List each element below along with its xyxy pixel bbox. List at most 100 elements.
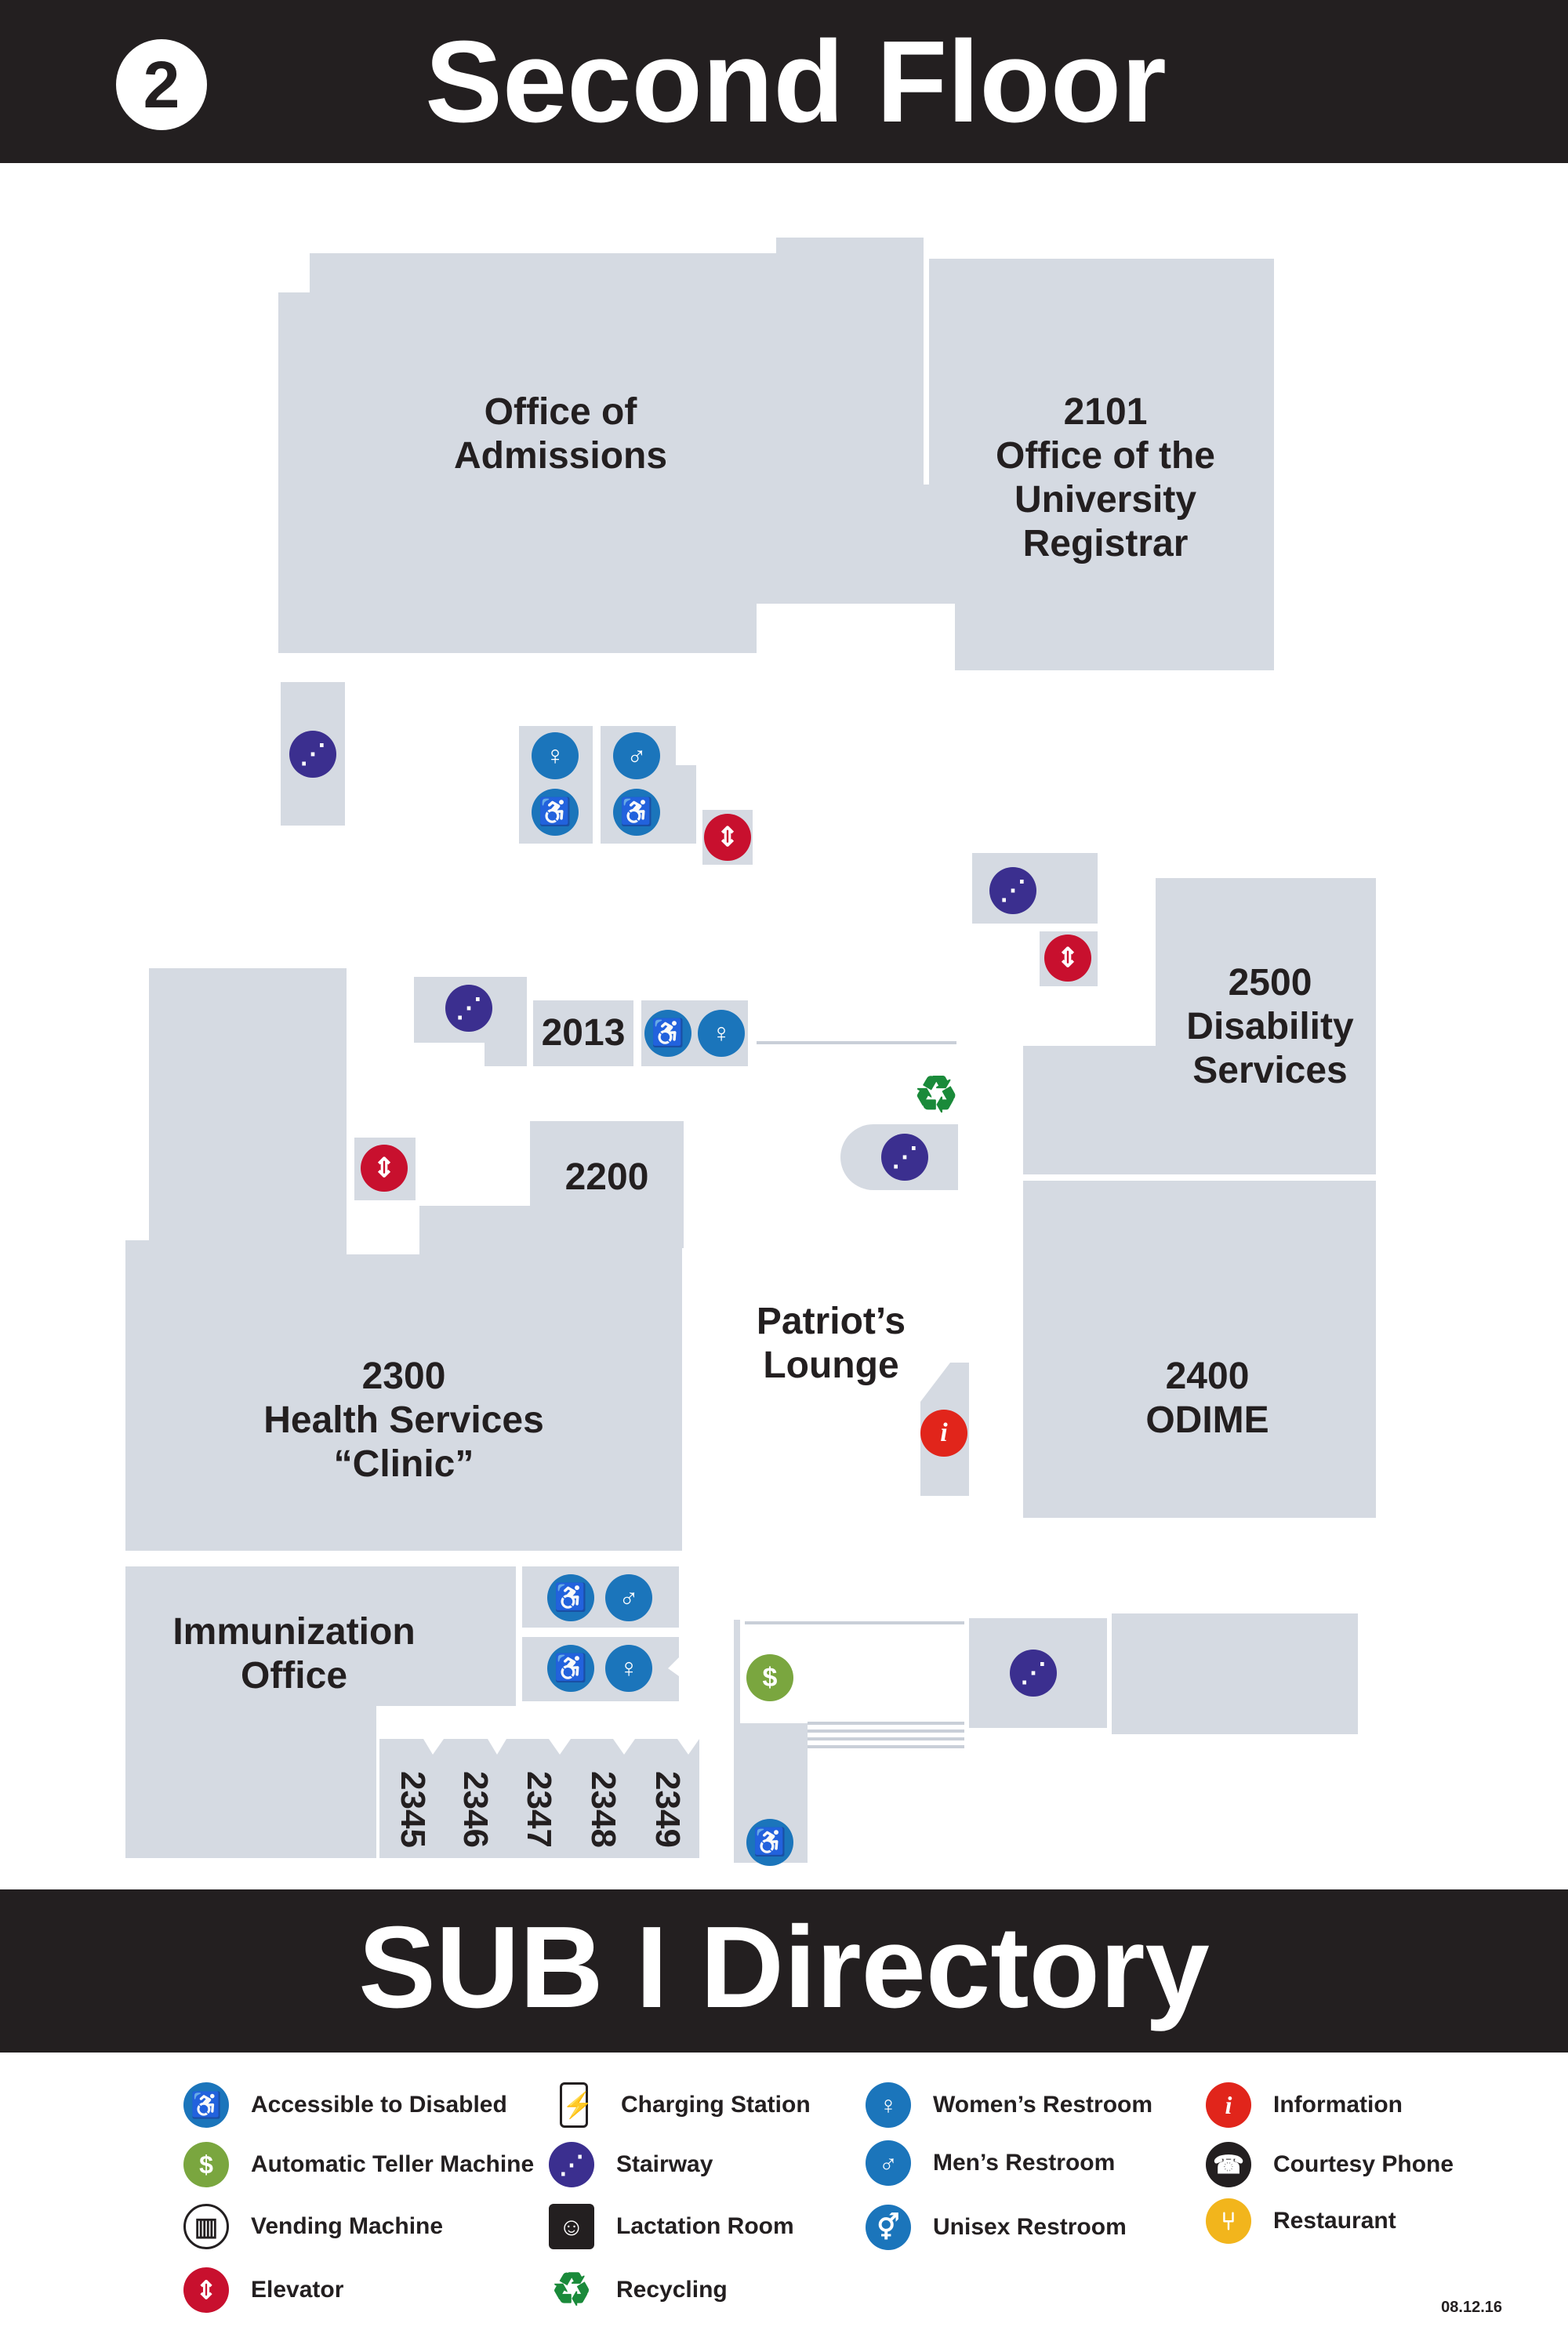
lactation-icon: ☺: [549, 2204, 594, 2249]
legend-label: Automatic Teller Machine: [251, 2151, 535, 2177]
room-lower-right-shape: [1112, 1613, 1358, 1734]
legend-item-vending: ▥ Vending Machine: [183, 2199, 443, 2254]
room-label-2349: 2349: [648, 1771, 687, 1848]
room-admissions-shape: [278, 238, 924, 653]
legend-item-unisex: ⚥ Unisex Restroom: [866, 2200, 1127, 2255]
stairway-icon: ⋰: [989, 867, 1036, 914]
legend-label: Information: [1273, 2092, 1403, 2118]
phone-icon: ☎: [1206, 2142, 1251, 2187]
restaurant-icon: ⑂: [1206, 2198, 1251, 2244]
legend-item-lactation: ☺ Lactation Room: [549, 2199, 794, 2254]
legend-label: Unisex Restroom: [933, 2214, 1127, 2240]
legend-item-recycling: ♻ Recycling: [549, 2263, 728, 2318]
directory-title: SUB I Directory: [358, 1903, 1210, 2032]
floor-number-badge: 2: [116, 39, 207, 130]
accessible-icon: ♿: [547, 1574, 594, 1621]
room-disability-shape: [1023, 878, 1376, 1174]
stairway-icon: ⋰: [445, 985, 492, 1032]
room-label-health: 2300 Health Services “Clinic”: [263, 1356, 544, 1485]
room-label-disability: 2500 Disability Services: [1186, 962, 1354, 1091]
room-2349-shape: [635, 1739, 699, 1858]
vending-icon: ▥: [183, 2204, 229, 2249]
stairway-icon: ⋰: [289, 731, 336, 778]
mens-restroom-icon: ♂: [605, 1574, 652, 1621]
atm-icon: $: [183, 2142, 229, 2187]
accessible-icon: ♿: [547, 1645, 594, 1692]
stairway-icon: ⋰: [881, 1134, 928, 1181]
unisex-restroom-icon: ⚥: [866, 2205, 911, 2250]
mens-restroom-icon: ♂: [866, 2140, 911, 2186]
room-label-2347: 2347: [520, 1771, 558, 1848]
womens-restroom-icon: ♀: [698, 1010, 745, 1057]
recycling-icon: ♻: [551, 2264, 592, 2315]
room-label-odime: 2400 ODIME: [1145, 1356, 1269, 1441]
legend-item-atm: $ Automatic Teller Machine: [183, 2137, 534, 2192]
room-health-shape: [125, 968, 682, 1551]
room-2345-shape: [379, 1739, 444, 1858]
corridor-block-lower: [734, 1620, 808, 1863]
legend-label: Vending Machine: [251, 2213, 444, 2239]
legend-item-elevator: ⇕ Elevator: [183, 2263, 343, 2318]
legend-item-charging: ⚡ Charging Station: [549, 2078, 811, 2132]
room-2200-shape: [530, 1121, 684, 1248]
room-2347-shape: [506, 1739, 571, 1858]
stairway-icon: ⋰: [549, 2142, 594, 2187]
legend-label: Men’s Restroom: [933, 2150, 1116, 2176]
room-label-2345: 2345: [394, 1771, 432, 1848]
legend-label: Restaurant: [1273, 2208, 1396, 2234]
legend-label: Lactation Room: [616, 2213, 794, 2239]
legend-item-restaurant: ⑂ Restaurant: [1206, 2194, 1396, 2249]
room-label-lounge: Patriot’s Lounge: [756, 1301, 906, 1386]
recycling-icon: ♻: [913, 1066, 959, 1123]
room-label-2200: 2200: [564, 1156, 649, 1198]
legend-label: Stairway: [616, 2151, 713, 2177]
accessible-icon: ♿: [644, 1010, 691, 1057]
information-icon: i: [920, 1410, 967, 1457]
legend-item-womens: ♀ Women’s Restroom: [866, 2078, 1152, 2132]
womens-restroom-icon: ♀: [532, 732, 579, 779]
room-label-immunization: Immunization Office: [172, 1611, 416, 1697]
legend-item-mens: ♂ Men’s Restroom: [866, 2136, 1115, 2190]
header-bar: 2 Second Floor: [0, 0, 1568, 163]
accessible-icon: ♿: [613, 789, 660, 836]
room-2013-shape: [533, 1000, 633, 1066]
elevator-icon: ⇕: [183, 2267, 229, 2313]
legend-label: Accessible to Disabled: [251, 2092, 507, 2118]
room-odime-shape: [1023, 1181, 1376, 1518]
restroom-block-lower-2: [522, 1637, 679, 1701]
floor-title: Second Floor: [425, 17, 1167, 147]
legend-label: Courtesy Phone: [1273, 2151, 1454, 2177]
accessible-icon: ♿: [183, 2082, 229, 2128]
elevator-icon: ⇕: [361, 1145, 408, 1192]
room-2348-shape: [571, 1739, 635, 1858]
legend-item-stairway: ⋰ Stairway: [549, 2137, 713, 2192]
information-icon: i: [1206, 2082, 1251, 2128]
legend-item-accessible: ♿ Accessible to Disabled: [183, 2078, 507, 2132]
legend-label: Elevator: [251, 2277, 344, 2303]
room-2346-shape: [444, 1739, 506, 1858]
womens-restroom-icon: ♀: [866, 2082, 911, 2128]
mens-restroom-icon: ♂: [613, 732, 660, 779]
elevator-icon: ⇕: [704, 814, 751, 861]
restroom-block-lower-1: [522, 1566, 679, 1628]
floor-map: Office of Admissions 2101 Office of the …: [0, 163, 1568, 1889]
room-label-2348: 2348: [584, 1771, 622, 1848]
room-label-admissions: Office of Admissions: [453, 391, 668, 477]
room-label-2013: 2013: [541, 1012, 626, 1054]
charging-icon: ⚡: [560, 2082, 593, 2128]
floor-plan-shapes: [125, 238, 1376, 1863]
room-registrar-shape: [902, 259, 1274, 670]
legend: ♿ Accessible to Disabled $ Automatic Tel…: [0, 2053, 1568, 2352]
womens-restroom-icon: ♀: [605, 1645, 652, 1692]
room-label-registrar: 2101 Office of the University Registrar: [995, 391, 1215, 564]
room-label-2346: 2346: [456, 1771, 495, 1848]
legend-label: Charging Station: [621, 2092, 811, 2118]
stairway-icon: ⋰: [1010, 1650, 1057, 1697]
legend-item-information: i Information: [1206, 2078, 1403, 2132]
legend-label: Recycling: [616, 2277, 728, 2303]
directory-bar: [0, 1889, 1568, 2053]
atm-icon: $: [746, 1654, 793, 1701]
legend-item-phone: ☎ Courtesy Phone: [1206, 2137, 1454, 2192]
legend-label: Women’s Restroom: [933, 2092, 1153, 2118]
accessible-icon: ♿: [746, 1819, 793, 1866]
